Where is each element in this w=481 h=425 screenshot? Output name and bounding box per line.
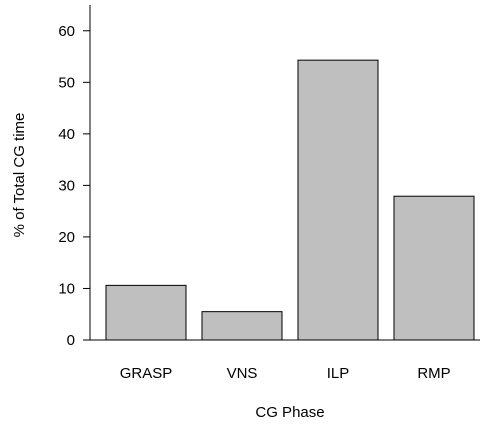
x-category-label-vns: VNS (227, 365, 258, 382)
y-axis-ticks: 0 10 20 30 40 50 60 (58, 23, 90, 349)
bar-grasp (105, 284, 187, 341)
y-tick-label: 30 (58, 177, 75, 194)
x-axis-title: CG Phase (255, 404, 324, 421)
bar-ilp (297, 59, 379, 341)
y-axis-title: % of Total CG time (11, 113, 28, 238)
bar-rmp (393, 195, 475, 341)
bars-layer (105, 59, 475, 341)
x-axis-category-labels: GRASP VNS ILP RMP (120, 365, 451, 382)
bar-vns (201, 311, 283, 341)
x-category-label-grasp: GRASP (120, 365, 173, 382)
y-tick-label: 0 (67, 332, 75, 349)
y-tick-label: 20 (58, 229, 75, 246)
x-category-label-ilp: ILP (327, 365, 350, 382)
x-category-label-rmp: RMP (417, 365, 450, 382)
y-tick-label: 50 (58, 74, 75, 91)
y-tick-label: 10 (58, 280, 75, 297)
y-tick-label: 40 (58, 126, 75, 143)
y-tick-label: 60 (58, 23, 75, 40)
